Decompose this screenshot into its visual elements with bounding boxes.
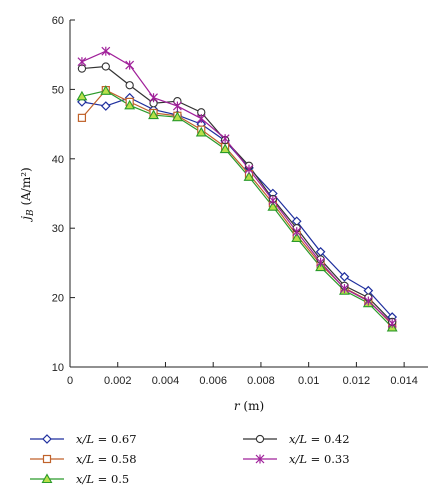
- axes: [69, 19, 428, 368]
- data-point: [101, 62, 110, 71]
- legend-item: x/L = 0.42: [243, 432, 350, 446]
- y-axis-title: jB (A/m²): [19, 167, 36, 222]
- data-point: [339, 271, 350, 282]
- legend-label: x/L = 0.58: [76, 452, 137, 466]
- x-tick-label: 0.004: [152, 375, 180, 387]
- data-point: [292, 227, 302, 237]
- legend-label-symbol: x/L: [289, 452, 307, 466]
- x-tick-label: 0.012: [343, 375, 371, 387]
- data-point: [340, 284, 349, 294]
- legend-label: x/L = 0.67: [76, 432, 137, 446]
- data-point: [363, 296, 373, 306]
- x-tick-label: 0: [67, 375, 73, 387]
- data-point: [171, 111, 183, 122]
- legend: x/L = 0.67x/L = 0.58x/L = 0.5x/L = 0.42x…: [30, 432, 350, 486]
- y-axis-title-subscript: B: [26, 209, 36, 217]
- axis-titles: r (m) jB (A/m²): [19, 167, 264, 413]
- tick-labels: 10 20 30 40 50 60 0 0.002 0.004 0.006 0.008 0.01 0.0…: [52, 15, 418, 387]
- data-point: [149, 93, 158, 103]
- x-tick-label: 0.008: [247, 375, 275, 387]
- data-point: [244, 164, 254, 174]
- data-point: [195, 126, 207, 137]
- data-point: [100, 85, 112, 95]
- legend-label-value: = 0.67: [94, 432, 137, 446]
- y-tick-label: 30: [52, 223, 64, 235]
- y-tick-label: 10: [52, 362, 64, 374]
- data-point: [291, 232, 303, 242]
- legend-label-value: = 0.33: [307, 452, 350, 466]
- data-point: [172, 101, 182, 111]
- data-point: [243, 171, 255, 181]
- legend-marker: [42, 434, 52, 444]
- data-point: [77, 113, 87, 122]
- x-tick-label: 0.014: [390, 375, 418, 387]
- legend-label-symbol: x/L: [76, 472, 94, 486]
- y-axis-title-symbol: j: [19, 216, 33, 223]
- data-point: [220, 134, 230, 144]
- data-point: [219, 143, 231, 154]
- x-axis-title-unit: (m): [240, 399, 265, 413]
- data-point: [148, 109, 159, 120]
- legend-item: x/L = 0.67: [30, 432, 137, 446]
- y-tick-label: 40: [52, 154, 64, 166]
- data-point: [125, 60, 135, 70]
- legend-item: x/L = 0.33: [243, 452, 350, 466]
- x-axis-title-symbol: r: [234, 399, 241, 413]
- y-tick-label: 20: [52, 293, 64, 305]
- data-point: [196, 114, 206, 124]
- legend-label: x/L = 0.5: [76, 472, 129, 486]
- data-point: [101, 46, 111, 56]
- y-axis-title-unit: (A/m²): [19, 167, 33, 209]
- legend-label: x/L = 0.33: [289, 452, 350, 466]
- legend-label-value: = 0.5: [94, 472, 129, 486]
- legend-label-value: = 0.58: [94, 452, 137, 466]
- legend-label-value: = 0.42: [307, 432, 350, 446]
- legend-marker: [255, 454, 265, 464]
- legend-label: x/L = 0.42: [289, 432, 350, 446]
- x-axis-title: r (m): [234, 399, 264, 413]
- legend-marker: [255, 434, 265, 444]
- data-point: [125, 81, 134, 90]
- data-point: [268, 195, 278, 205]
- legend-item: x/L = 0.58: [30, 452, 137, 466]
- legend-label-symbol: x/L: [289, 432, 307, 446]
- legend-item: x/L = 0.5: [30, 472, 129, 486]
- data-point: [100, 101, 111, 111]
- data-point: [124, 99, 136, 110]
- y-tick-label: 60: [52, 15, 64, 27]
- x-tick-label: 0.002: [104, 375, 132, 387]
- x-tick-label: 0.01: [298, 375, 319, 387]
- y-tick-label: 50: [52, 84, 64, 96]
- data-point: [267, 201, 279, 211]
- x-tick-label: 0.006: [199, 375, 227, 387]
- data-point: [316, 257, 326, 267]
- data-point: [387, 318, 397, 328]
- data-point: [76, 90, 88, 101]
- data-point: [77, 57, 87, 67]
- legend-label-symbol: x/L: [76, 452, 94, 466]
- legend-marker: [42, 454, 52, 464]
- legend-label-symbol: x/L: [76, 432, 94, 446]
- series-markers: [76, 46, 398, 332]
- legend-marker: [41, 473, 53, 484]
- series-line-3: [81, 65, 393, 323]
